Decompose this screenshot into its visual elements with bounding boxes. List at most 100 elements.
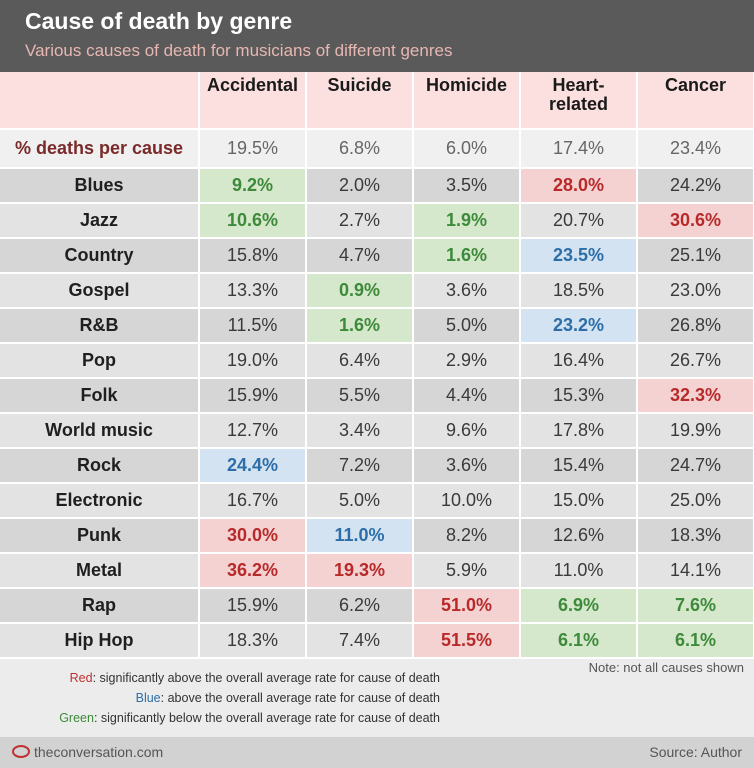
value-cell: 32.3% bbox=[637, 378, 754, 414]
value-cell: 9.6% bbox=[413, 413, 521, 449]
value-cell: 3.4% bbox=[306, 413, 414, 449]
table-row: Rap 15.9% 6.2% 51.0% 6.9% 7.6% bbox=[0, 588, 754, 624]
genre-label: Pop bbox=[0, 343, 200, 379]
genre-label: World music bbox=[0, 413, 200, 449]
genre-label: Electronic bbox=[0, 483, 200, 519]
value-cell: 25.1% bbox=[637, 238, 754, 274]
legend-red-text: : significantly above the overall averag… bbox=[92, 671, 440, 685]
value-cell: 23.0% bbox=[637, 273, 754, 309]
column-header: Cancer bbox=[637, 72, 754, 130]
genre-label: Punk bbox=[0, 518, 200, 554]
value-cell: 7.2% bbox=[306, 448, 414, 484]
value-cell: 25.0% bbox=[637, 483, 754, 519]
value-cell: 15.4% bbox=[520, 448, 638, 484]
value-cell: 51.5% bbox=[413, 623, 521, 659]
table-row: Blues 9.2% 2.0% 3.5% 28.0% 24.2% bbox=[0, 168, 754, 204]
value-cell: 11.0% bbox=[306, 518, 414, 554]
value-cell: 16.7% bbox=[199, 483, 307, 519]
value-cell: 18.3% bbox=[199, 623, 307, 659]
genre-label: Jazz bbox=[0, 203, 200, 239]
chart-header: Cause of death by genre Various causes o… bbox=[0, 0, 754, 72]
table-row: Pop 19.0% 6.4% 2.9% 16.4% 26.7% bbox=[0, 343, 754, 379]
average-row-label: % deaths per cause bbox=[0, 129, 200, 169]
column-header: Heart-related bbox=[520, 72, 638, 130]
value-cell: 26.8% bbox=[637, 308, 754, 344]
value-cell: 2.9% bbox=[413, 343, 521, 379]
value-cell: 19.0% bbox=[199, 343, 307, 379]
value-cell: 28.0% bbox=[520, 168, 638, 204]
column-header: Accidental bbox=[199, 72, 307, 130]
value-cell: 15.3% bbox=[520, 378, 638, 414]
source-text: Source: Author bbox=[649, 744, 742, 760]
table-row: Punk 30.0% 11.0% 8.2% 12.6% 18.3% bbox=[0, 518, 754, 554]
data-table-container: Accidental Suicide Homicide Heart-relate… bbox=[0, 72, 754, 659]
value-cell: 24.7% bbox=[637, 448, 754, 484]
chart-title: Cause of death by genre bbox=[25, 8, 293, 34]
value-cell: 23.2% bbox=[520, 308, 638, 344]
legend-blue-text: : above the overall average rate for cau… bbox=[160, 691, 440, 705]
table-row: R&B 11.5% 1.6% 5.0% 23.2% 26.8% bbox=[0, 308, 754, 344]
average-cell: 6.8% bbox=[306, 129, 414, 169]
value-cell: 24.2% bbox=[637, 168, 754, 204]
brand[interactable]: theconversation.com bbox=[12, 744, 163, 760]
table-row: Hip Hop 18.3% 7.4% 51.5% 6.1% 6.1% bbox=[0, 623, 754, 659]
table-row: Electronic 16.7% 5.0% 10.0% 15.0% 25.0% bbox=[0, 483, 754, 519]
value-cell: 36.2% bbox=[199, 553, 307, 589]
value-cell: 51.0% bbox=[413, 588, 521, 624]
legend-red-key: Red bbox=[69, 671, 93, 685]
average-cell: 19.5% bbox=[199, 129, 307, 169]
legend: Red: significantly above the overall ave… bbox=[0, 668, 440, 728]
value-cell: 5.5% bbox=[306, 378, 414, 414]
column-header-label: Heart-related bbox=[548, 75, 609, 114]
value-cell: 7.4% bbox=[306, 623, 414, 659]
value-cell: 19.9% bbox=[637, 413, 754, 449]
value-cell: 8.2% bbox=[413, 518, 521, 554]
value-cell: 15.9% bbox=[199, 588, 307, 624]
value-cell: 6.4% bbox=[306, 343, 414, 379]
value-cell: 24.4% bbox=[199, 448, 307, 484]
genre-label: Folk bbox=[0, 378, 200, 414]
table-row: Country 15.8% 4.7% 1.6% 23.5% 25.1% bbox=[0, 238, 754, 274]
value-cell: 1.6% bbox=[413, 238, 521, 274]
value-cell: 3.5% bbox=[413, 168, 521, 204]
value-cell: 0.9% bbox=[306, 273, 414, 309]
value-cell: 13.3% bbox=[199, 273, 307, 309]
value-cell: 3.6% bbox=[413, 448, 521, 484]
legend-green-key: Green bbox=[59, 711, 94, 725]
legend-green: Green: significantly below the overall a… bbox=[0, 708, 440, 728]
value-cell: 10.6% bbox=[199, 203, 307, 239]
genre-label: Country bbox=[0, 238, 200, 274]
value-cell: 5.9% bbox=[413, 553, 521, 589]
table-row: Folk 15.9% 5.5% 4.4% 15.3% 32.3% bbox=[0, 378, 754, 414]
value-cell: 20.7% bbox=[520, 203, 638, 239]
table-row: World music 12.7% 3.4% 9.6% 17.8% 19.9% bbox=[0, 413, 754, 449]
chart-subtitle: Various causes of death for musicians of… bbox=[25, 41, 453, 60]
note-text: Note: not all causes shown bbox=[588, 660, 744, 675]
value-cell: 14.1% bbox=[637, 553, 754, 589]
genre-label: Metal bbox=[0, 553, 200, 589]
value-cell: 2.7% bbox=[306, 203, 414, 239]
value-cell: 30.6% bbox=[637, 203, 754, 239]
column-header: Suicide bbox=[306, 72, 414, 130]
value-cell: 15.8% bbox=[199, 238, 307, 274]
value-cell: 15.0% bbox=[520, 483, 638, 519]
value-cell: 2.0% bbox=[306, 168, 414, 204]
value-cell: 1.9% bbox=[413, 203, 521, 239]
average-cell: 6.0% bbox=[413, 129, 521, 169]
value-cell: 12.7% bbox=[199, 413, 307, 449]
value-cell: 16.4% bbox=[520, 343, 638, 379]
table-row: Metal 36.2% 19.3% 5.9% 11.0% 14.1% bbox=[0, 553, 754, 589]
genre-label: Gospel bbox=[0, 273, 200, 309]
value-cell: 6.1% bbox=[520, 623, 638, 659]
brand-text: theconversation.com bbox=[34, 744, 164, 760]
legend-green-text: : significantly below the overall averag… bbox=[93, 711, 440, 725]
genre-label: Rock bbox=[0, 448, 200, 484]
value-cell: 6.1% bbox=[637, 623, 754, 659]
value-cell: 17.8% bbox=[520, 413, 638, 449]
table-row: Jazz 10.6% 2.7% 1.9% 20.7% 30.6% bbox=[0, 203, 754, 239]
value-cell: 23.5% bbox=[520, 238, 638, 274]
average-row: % deaths per cause 19.5% 6.8% 6.0% 17.4%… bbox=[0, 129, 754, 169]
value-cell: 3.6% bbox=[413, 273, 521, 309]
genre-label: Blues bbox=[0, 168, 200, 204]
column-header: Homicide bbox=[413, 72, 521, 130]
